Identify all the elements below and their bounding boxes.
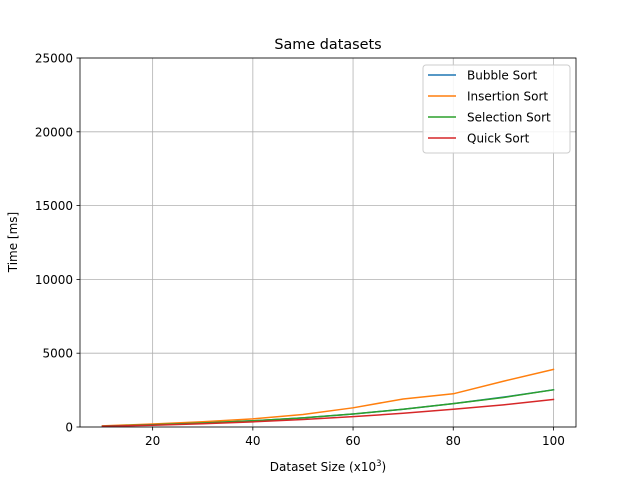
legend-label-selection-sort: Selection Sort [467, 111, 551, 125]
series-line-quick-sort [101, 398, 555, 428]
legend-label-bubble-sort: Bubble Sort [467, 69, 537, 83]
legend-label-quick-sort: Quick Sort [467, 132, 530, 146]
y-tick-label: 20000 [35, 125, 73, 139]
x-tick-label: 40 [245, 434, 260, 448]
legend-label-insertion-sort: Insertion Sort [467, 90, 548, 104]
axis-ticks: 20 40 60 80 100 0 5000 10000 15000 20000 25000 [35, 52, 565, 449]
series-lines [101, 368, 555, 428]
y-tick-label: 0 [65, 421, 73, 435]
x-axis-label: Dataset Size (x103) [270, 459, 386, 474]
y-tick-label: 10000 [35, 273, 73, 287]
x-axis-label-superscript: 3 [376, 459, 381, 469]
x-tick-label: 80 [446, 434, 461, 448]
x-tick-label: 100 [542, 434, 565, 448]
legend-frame [422, 64, 571, 154]
plot-area-frame [79, 57, 577, 428]
y-axis-label: Time [ms] [6, 212, 20, 274]
chart-title: Same datasets [274, 37, 381, 53]
legend: Bubble Sort Insertion Sort Selection Sort Q… [422, 64, 571, 154]
y-tick-label: 15000 [35, 199, 73, 213]
series-line-insertion-sort [101, 368, 555, 427]
x-tick-label: 20 [145, 434, 160, 448]
y-tick-label: 25000 [35, 52, 73, 66]
y-tick-label: 5000 [42, 347, 73, 361]
x-tick-label: 60 [345, 434, 360, 448]
